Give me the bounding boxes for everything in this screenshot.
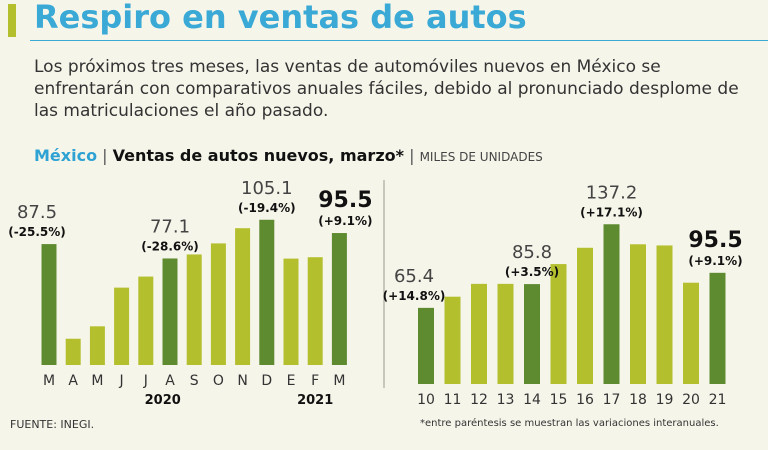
bar-8 (603, 224, 620, 384)
tick-label: M (333, 373, 345, 389)
bar-12 (307, 257, 323, 365)
bar-11 (283, 258, 299, 365)
bar-4 (114, 287, 130, 365)
data-label-value: 87.5 (17, 202, 57, 223)
tick-label: A (68, 373, 78, 389)
tick-label: J (119, 373, 124, 389)
tick-label: O (213, 373, 224, 389)
year-label: 2020 (145, 393, 181, 408)
data-label-change: (-28.6%) (141, 239, 199, 253)
bar-10 (259, 219, 275, 365)
tick-label: 18 (629, 392, 647, 408)
bar-9 (630, 244, 646, 384)
source-footnote: FUENTE: INEGI. (10, 418, 95, 431)
data-label-value: 95.5 (318, 188, 372, 213)
data-label-change: (+17.1%) (580, 205, 643, 219)
title-accent-bar (8, 4, 16, 37)
title-divider (30, 40, 768, 41)
chart-header: México | Ventas de autos nuevos, marzo* … (34, 146, 543, 165)
bar-7 (577, 247, 593, 384)
tick-label: J (143, 373, 148, 389)
chart-yearly-march: 10 11 12 13 14 15 16 17 18 19 20 21 65.4 (+14.8%) 85.8… (383, 182, 743, 408)
bar-9 (235, 228, 251, 365)
tick-label: F (311, 373, 319, 389)
tick-label: 19 (656, 392, 674, 408)
header-series: Ventas de autos nuevos, marzo* (112, 146, 404, 165)
data-label-change: (+14.8%) (383, 289, 446, 303)
data-label-value: 137.2 (586, 182, 638, 203)
bar-2 (65, 338, 81, 365)
data-label-value: 77.1 (150, 216, 190, 237)
bar-8 (210, 243, 226, 365)
note-footnote: *entre paréntesis se muestran las variac… (420, 418, 719, 429)
tick-label: E (287, 373, 296, 389)
tick-label: 11 (444, 392, 462, 408)
data-label-change: (-19.4%) (238, 201, 296, 215)
bar-5 (524, 284, 540, 384)
bar-11 (683, 282, 699, 384)
data-label-change: (+3.5%) (505, 265, 559, 279)
tick-label: N (237, 373, 247, 389)
bar-7 (186, 254, 202, 365)
tick-label: M (43, 373, 55, 389)
tick-label: 21 (709, 392, 727, 408)
header-country: México (34, 146, 98, 165)
bar-4 (497, 283, 514, 384)
bar-10 (656, 245, 673, 384)
year-label: 2021 (297, 393, 333, 408)
bar-6 (550, 264, 567, 384)
bar-1 (418, 307, 434, 384)
data-label-change: (+9.1%) (318, 214, 372, 228)
tick-label: 15 (550, 392, 568, 408)
tick-label: 10 (417, 392, 435, 408)
header-unit: MILES DE UNIDADES (419, 150, 543, 164)
bar-12 (709, 272, 726, 384)
data-label-value: 85.8 (512, 242, 552, 263)
header-separator: | (102, 146, 113, 165)
data-label-value: 65.4 (394, 266, 434, 287)
tick-label: 14 (523, 392, 541, 408)
tick-label: 20 (682, 392, 700, 408)
data-label-value: 95.5 (688, 228, 742, 253)
bar-5 (138, 276, 154, 365)
tick-label: D (261, 373, 272, 389)
subtitle-text: Los próximos tres meses, las ventas de a… (34, 57, 739, 121)
bar-1 (41, 244, 57, 365)
bar-2 (444, 296, 461, 384)
bar-3 (89, 326, 105, 365)
bar-6 (162, 258, 178, 365)
data-label-change: (+9.1%) (688, 254, 742, 268)
bar-13 (331, 233, 347, 365)
tick-label: 16 (576, 392, 594, 408)
tick-label: 13 (497, 392, 515, 408)
chart-monthly: M A M J J A S O N D E F M87.5(-25.5%) 77.1(-28.6%)105… (8, 178, 372, 408)
tick-label: M (91, 373, 103, 389)
tick-label: 12 (470, 392, 488, 408)
data-label-change: (-25.5%) (8, 225, 66, 239)
tick-label: S (190, 373, 199, 389)
data-label-value: 105.1 (241, 178, 293, 199)
bar-3 (471, 283, 487, 384)
page-title: Respiro en ventas de autos (34, 0, 527, 36)
tick-label: A (165, 373, 175, 389)
tick-label: 17 (603, 392, 621, 408)
header-separator: | (409, 146, 420, 165)
